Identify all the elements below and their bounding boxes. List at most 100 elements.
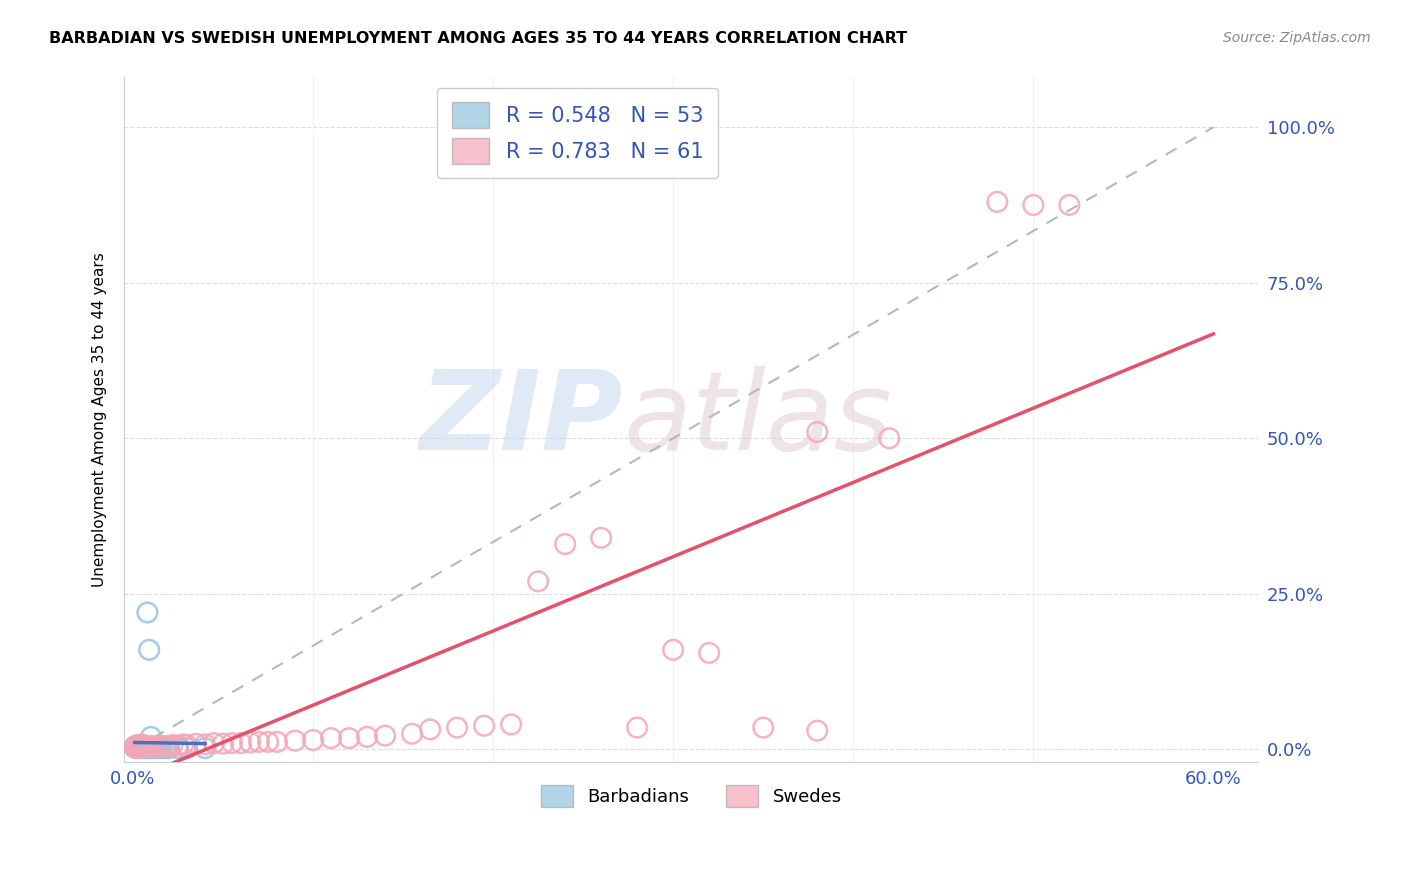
Text: Source: ZipAtlas.com: Source: ZipAtlas.com [1223, 31, 1371, 45]
Point [131, 739, 153, 754]
Point [150, 741, 173, 756]
Point [132, 739, 155, 754]
Point [129, 740, 152, 755]
Point [239, 735, 262, 749]
Point [162, 738, 184, 752]
Point [136, 739, 159, 754]
Point [125, 739, 148, 753]
Point [124, 739, 146, 754]
Text: BARBADIAN VS SWEDISH UNEMPLOYMENT AMONG AGES 35 TO 44 YEARS CORRELATION CHART: BARBADIAN VS SWEDISH UNEMPLOYMENT AMONG … [49, 31, 907, 46]
Point [155, 741, 177, 756]
Point [129, 740, 152, 755]
Point [127, 739, 149, 754]
Point [138, 740, 160, 755]
Point [129, 739, 152, 753]
Point [149, 739, 172, 753]
Point [138, 739, 160, 754]
Point [446, 721, 468, 735]
Point [167, 741, 190, 756]
Point [125, 739, 148, 754]
Point [136, 741, 159, 756]
Point [129, 739, 152, 754]
Point [131, 737, 153, 751]
Point [806, 425, 828, 439]
Point [127, 741, 149, 756]
Point [1059, 198, 1081, 212]
Point [302, 733, 325, 747]
Point [135, 740, 157, 755]
Point [135, 739, 157, 754]
Text: atlas: atlas [623, 366, 891, 473]
Point [986, 194, 1008, 209]
Point [124, 739, 146, 754]
Point [356, 730, 378, 744]
Point [752, 721, 775, 735]
Point [172, 737, 194, 751]
Point [136, 739, 159, 754]
Point [257, 735, 280, 749]
Point [136, 739, 159, 754]
Point [129, 739, 152, 754]
Point [136, 740, 159, 755]
Point [132, 739, 155, 754]
Point [142, 741, 165, 756]
Point [131, 739, 153, 754]
Text: ZIP: ZIP [419, 366, 623, 473]
Point [138, 642, 160, 657]
Point [374, 729, 396, 743]
Point [127, 738, 149, 752]
Point [129, 739, 152, 753]
Point [157, 741, 180, 756]
Point [131, 738, 153, 752]
Point [194, 741, 217, 756]
Point [157, 739, 180, 754]
Point [138, 741, 160, 756]
Point [662, 642, 685, 657]
Point [184, 737, 207, 751]
Point [284, 733, 307, 747]
Point [143, 741, 166, 756]
Point [139, 730, 162, 744]
Point [155, 739, 177, 754]
Point [132, 741, 155, 756]
Point [131, 740, 153, 755]
Point [124, 740, 146, 755]
Point [124, 740, 146, 755]
Point [167, 739, 190, 753]
Point [221, 736, 243, 750]
Point [135, 741, 157, 756]
Point [135, 739, 157, 754]
Point [266, 735, 288, 749]
Point [127, 739, 149, 754]
Point [127, 738, 149, 752]
Point [247, 735, 270, 749]
Point [697, 646, 720, 660]
Point [149, 741, 172, 756]
Point [139, 741, 162, 756]
Legend: Barbadians, Swedes: Barbadians, Swedes [533, 778, 849, 814]
Point [554, 537, 576, 551]
Point [501, 717, 523, 731]
Point [127, 740, 149, 755]
Point [626, 721, 648, 735]
Point [202, 736, 225, 750]
Point [125, 739, 148, 754]
Point [131, 740, 153, 755]
Point [472, 719, 495, 733]
Point [877, 431, 900, 445]
Point [139, 739, 162, 754]
Point [131, 741, 153, 756]
Point [131, 740, 153, 755]
Point [132, 740, 155, 755]
Point [125, 740, 148, 755]
Point [127, 739, 149, 753]
Point [125, 740, 148, 755]
Point [1022, 198, 1045, 212]
Point [401, 727, 423, 741]
Point [176, 741, 198, 756]
Point [212, 737, 235, 751]
Point [127, 740, 149, 755]
Point [176, 738, 198, 752]
Point [591, 531, 613, 545]
Point [337, 731, 360, 746]
